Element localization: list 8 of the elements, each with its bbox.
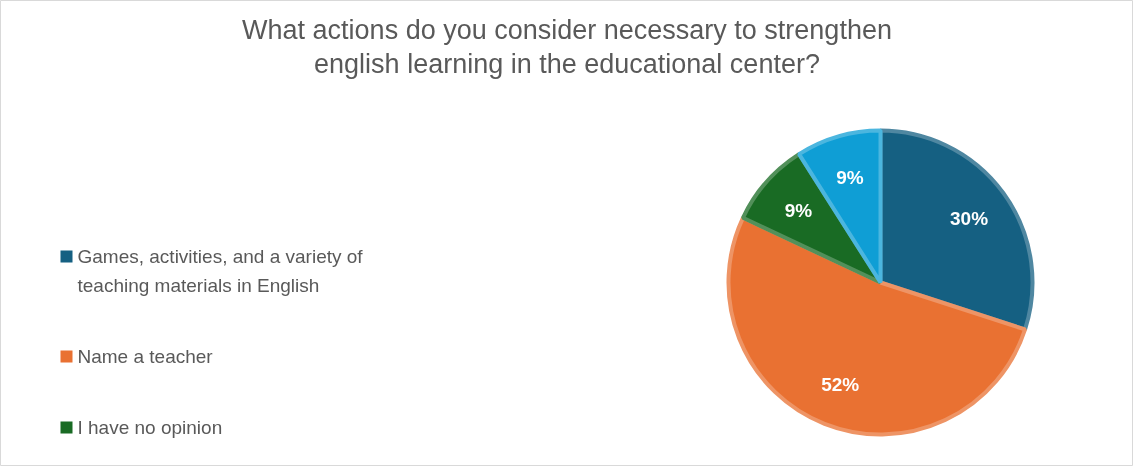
data-label: 30% bbox=[950, 207, 989, 229]
legend-label: I have no opinion bbox=[77, 416, 223, 438]
data-label: 9% bbox=[784, 199, 813, 221]
data-label: 9% bbox=[836, 166, 864, 188]
legend-label: Name a teacher bbox=[77, 345, 214, 367]
data-label: 52% bbox=[821, 373, 860, 395]
legend-label: Games, activities, and a variety of teaching materials in English bbox=[77, 245, 364, 296]
chart-title: What actions do you consider necessary to strengthen english learning in the educational center? bbox=[242, 14, 892, 79]
